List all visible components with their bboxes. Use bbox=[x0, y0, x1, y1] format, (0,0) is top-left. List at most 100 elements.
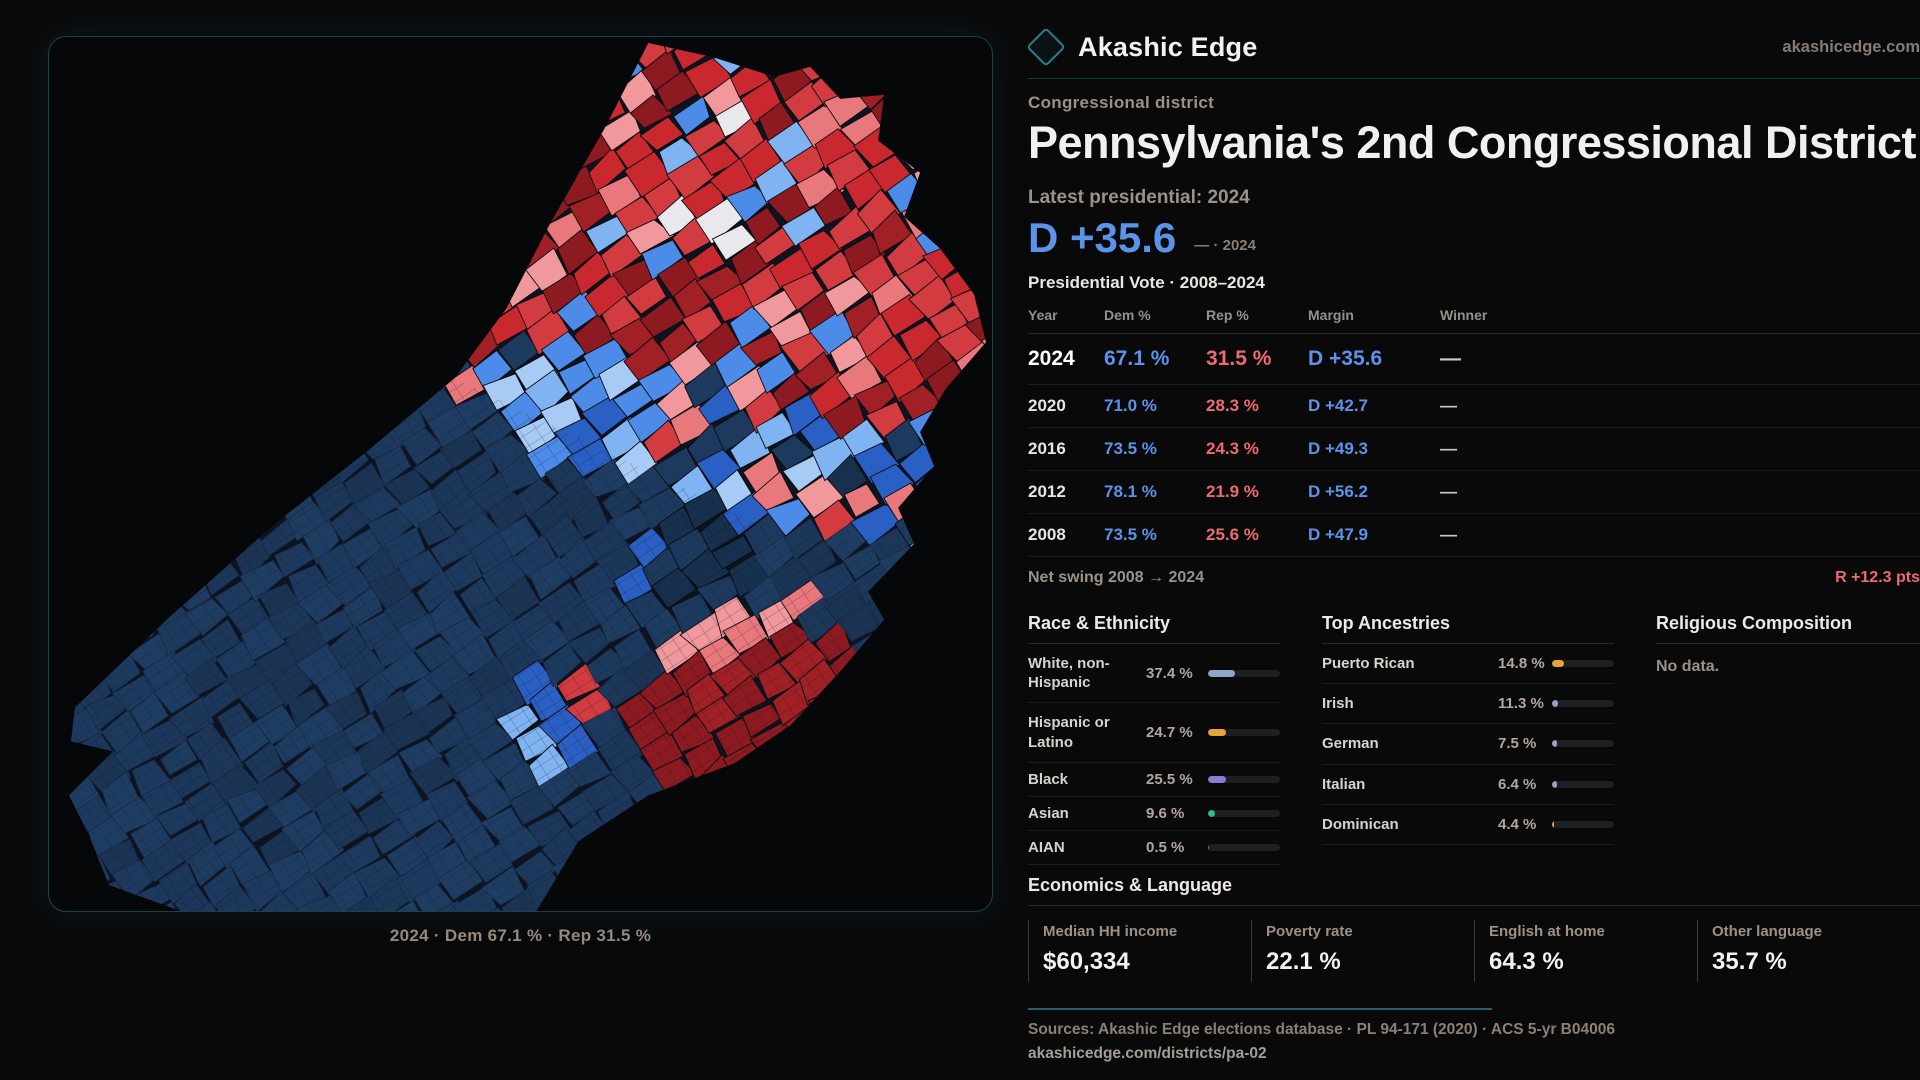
vote-cell-margin: D +56.2 bbox=[1308, 470, 1440, 514]
race-row-aian: AIAN 0.5 % bbox=[1028, 831, 1280, 866]
demographic-label: Dominican bbox=[1322, 815, 1399, 833]
vote-cell-rep: 25.6 % bbox=[1206, 513, 1308, 557]
vote-cell-margin: D +35.6 bbox=[1308, 333, 1440, 385]
demographic-bar-fill bbox=[1208, 810, 1215, 818]
demographic-bar-fill bbox=[1552, 740, 1557, 748]
demographic-value: 4.4 % bbox=[1498, 815, 1537, 833]
demographic-bar-track bbox=[1552, 820, 1614, 828]
vote-cell-margin: D +42.7 bbox=[1308, 384, 1440, 428]
stat-other-language: Other language 35.7 % bbox=[1697, 920, 1920, 983]
stat-label: English at home bbox=[1489, 923, 1605, 941]
vote-col-margin: Margin bbox=[1308, 301, 1440, 334]
demographic-value: 0.5 % bbox=[1146, 839, 1185, 857]
ancestry-row-german: German 7.5 % bbox=[1322, 724, 1614, 765]
stat-english-at-home: English at home 64.3 % bbox=[1474, 920, 1697, 983]
stat-label: Median HH income bbox=[1043, 923, 1178, 941]
vote-cell-y: 2020 bbox=[1028, 384, 1104, 428]
vote-row-2024: 2024 67.1 % 31.5 % D +35.6— bbox=[1028, 333, 1920, 385]
economics-language-section: Economics & Language Median HH income $60… bbox=[1028, 875, 1920, 983]
ancestry-row-italian: Italian 6.4 % bbox=[1322, 765, 1614, 805]
vote-col-winner: Winner bbox=[1440, 301, 1920, 334]
demographic-bar-track bbox=[1208, 729, 1280, 737]
vote-cell-rep: 28.3 % bbox=[1206, 384, 1308, 428]
vote-cell-margin: D +49.3 bbox=[1308, 427, 1440, 471]
ancestry-row-irish: Irish 11.3 % bbox=[1322, 684, 1614, 725]
headline-margin-value: D +35.6 bbox=[1028, 214, 1177, 261]
brand-diamond-icon bbox=[1026, 27, 1066, 67]
net-swing-row: Net swing 2008 → 2024 R +12.3 pts bbox=[1028, 557, 1920, 597]
brand-name: Akashic Edge bbox=[1078, 31, 1258, 62]
demographic-label: Black bbox=[1028, 770, 1069, 788]
vote-row-2012: 2012 78.1 % 21.9 % D +56.2— bbox=[1028, 470, 1920, 514]
demographic-label: Asian bbox=[1028, 804, 1069, 822]
demographic-bar-track bbox=[1552, 700, 1614, 708]
top-ancestries-title: Top Ancestries bbox=[1322, 613, 1614, 644]
demographic-label: Italian bbox=[1322, 775, 1366, 793]
demographic-value: 9.6 % bbox=[1146, 805, 1185, 823]
race-row-black: Black 25.5 % bbox=[1028, 763, 1280, 797]
demographic-value: 7.5 % bbox=[1498, 735, 1537, 753]
race-ethnicity-section: Race & Ethnicity White, non-Hispanic 37.4… bbox=[1028, 613, 1280, 866]
vote-cell-dem: 73.5 % bbox=[1104, 427, 1206, 471]
stat-label: Other language bbox=[1712, 923, 1823, 941]
demographic-value: 11.3 % bbox=[1498, 695, 1544, 713]
permalink-link[interactable]: akashicedge.com/districts/pa-02 bbox=[1028, 1045, 1267, 1063]
vote-cell-dem: 78.1 % bbox=[1104, 470, 1206, 514]
religion-no-data-text: No data. bbox=[1656, 658, 1720, 675]
demographic-bar-fill bbox=[1552, 700, 1558, 708]
sources-text: Sources: Akashic Edge elections database… bbox=[1028, 1021, 1615, 1039]
vote-col-rep-: Rep % bbox=[1206, 301, 1308, 334]
district-map-panel bbox=[48, 36, 993, 912]
demographic-label: Hispanic or Latino bbox=[1028, 714, 1110, 751]
vote-col-year: Year bbox=[1028, 301, 1104, 334]
district-precinct-map[interactable] bbox=[49, 37, 992, 911]
stat-poverty-rate: Poverty rate 22.1 % bbox=[1251, 920, 1474, 983]
demographic-value: 25.5 % bbox=[1146, 770, 1193, 788]
top-ancestries-section: Top Ancestries Puerto Rican 14.8 % Irish 11… bbox=[1322, 613, 1614, 865]
vote-cell-dem: 71.0 % bbox=[1104, 384, 1206, 428]
demographic-bar-track bbox=[1208, 844, 1280, 852]
demographic-label: German bbox=[1322, 735, 1379, 753]
demographic-bar-fill bbox=[1552, 660, 1564, 668]
vote-cell-dem: 73.5 % bbox=[1104, 513, 1206, 557]
demographic-bar-fill bbox=[1552, 780, 1557, 788]
headline-margin-note: — · 2024 bbox=[1194, 237, 1256, 254]
demographic-bar-track bbox=[1552, 740, 1614, 748]
stat-value: 64.3 % bbox=[1489, 948, 1564, 976]
ancestry-row-dominican: Dominican 4.4 % bbox=[1322, 805, 1614, 845]
demographic-value: 37.4 % bbox=[1146, 664, 1193, 682]
map-caption: 2024 · Dem 67.1 % · Rep 31.5 % bbox=[389, 926, 652, 945]
headline-margin-row: D +35.6 — · 2024 bbox=[1028, 217, 1920, 259]
demographic-bar-track bbox=[1208, 810, 1280, 818]
vote-table-title: Presidential Vote · 2008–2024 bbox=[1028, 273, 1265, 292]
net-swing-value: R +12.3 pts bbox=[1835, 569, 1920, 586]
vote-row-2016: 2016 73.5 % 24.3 % D +49.3— bbox=[1028, 427, 1920, 471]
net-swing-label: Net swing 2008 → 2024 bbox=[1028, 569, 1205, 586]
race-ethnicity-title: Race & Ethnicity bbox=[1028, 613, 1280, 644]
demographics-grid: Race & Ethnicity White, non-Hispanic 37.4… bbox=[1028, 613, 1920, 866]
vote-cell-win: — bbox=[1440, 513, 1920, 557]
vote-cell-win: — bbox=[1440, 427, 1920, 471]
report-panel: Akashic Edge akashicedge.com Congression… bbox=[1026, 26, 1920, 1063]
demographic-label: White, non-Hispanic bbox=[1028, 655, 1110, 692]
religious-composition-title: Religious Composition bbox=[1656, 613, 1920, 644]
stat-median-hh-income: Median HH income $60,334 bbox=[1028, 920, 1251, 983]
vote-cell-rep: 31.5 % bbox=[1206, 333, 1308, 385]
vote-cell-y: 2016 bbox=[1028, 427, 1104, 471]
footer-divider bbox=[1028, 1008, 1492, 1011]
stat-value: 22.1 % bbox=[1266, 948, 1341, 976]
religious-composition-section: Religious Composition No data. bbox=[1656, 613, 1920, 865]
ancestry-row-puerto-rican: Puerto Rican 14.8 % bbox=[1322, 644, 1614, 685]
vote-cell-y: 2012 bbox=[1028, 470, 1104, 514]
vote-cell-rep: 24.3 % bbox=[1206, 427, 1308, 471]
vote-cell-win: — bbox=[1440, 333, 1920, 385]
vote-row-2020: 2020 71.0 % 28.3 % D +42.7— bbox=[1028, 384, 1920, 428]
demographic-bar-fill bbox=[1208, 669, 1235, 677]
header-divider bbox=[1028, 78, 1920, 79]
brand-website-link[interactable]: akashicedge.com bbox=[1782, 37, 1920, 56]
vote-col-dem-: Dem % bbox=[1104, 301, 1206, 334]
demographic-bar-track bbox=[1208, 775, 1280, 783]
district-type-label: Congressional district bbox=[1028, 93, 1215, 112]
page-title: Pennsylvania's 2nd Congressional Distric… bbox=[1028, 117, 1916, 168]
demographic-label: AIAN bbox=[1028, 839, 1065, 857]
